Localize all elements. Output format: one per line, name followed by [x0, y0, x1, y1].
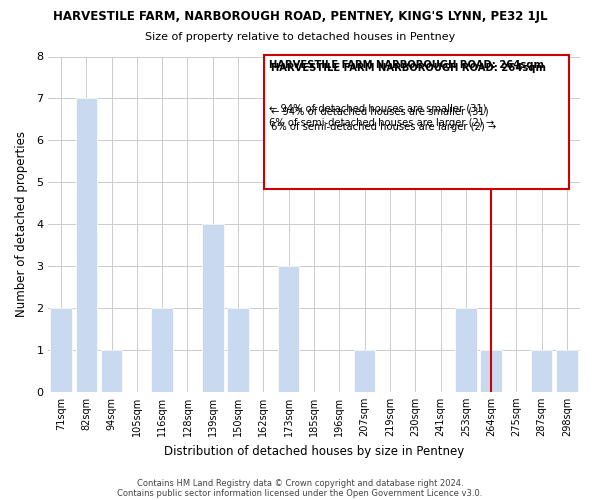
Text: HARVESTILE FARM NARBOROUGH ROAD: 264sqm: HARVESTILE FARM NARBOROUGH ROAD: 264sqm	[269, 60, 544, 70]
Bar	[202, 224, 224, 392]
Text: ← 94% of detached houses are smaller (31)
6% of semi-detached houses are larger : ← 94% of detached houses are smaller (31…	[269, 104, 494, 128]
X-axis label: Distribution of detached houses by size in Pentney: Distribution of detached houses by size …	[164, 444, 464, 458]
Text: HARVESTILE FARM NARBOROUGH ROAD: 264sqm: HARVESTILE FARM NARBOROUGH ROAD: 264sqm	[271, 63, 547, 73]
Text: HARVESTILE FARM, NARBOROUGH ROAD, PENTNEY, KING'S LYNN, PE32 1JL: HARVESTILE FARM, NARBOROUGH ROAD, PENTNE…	[53, 10, 547, 23]
Bar	[556, 350, 578, 392]
Bar	[50, 308, 72, 392]
Bar	[531, 350, 553, 392]
Bar	[151, 308, 173, 392]
Y-axis label: Number of detached properties: Number of detached properties	[15, 131, 28, 317]
Bar	[354, 350, 376, 392]
Bar	[455, 308, 476, 392]
Text: Contains HM Land Registry data © Crown copyright and database right 2024.: Contains HM Land Registry data © Crown c…	[137, 478, 463, 488]
Bar	[76, 98, 97, 392]
Text: ← 94% of detached houses are smaller (31)
6% of semi-detached houses are larger : ← 94% of detached houses are smaller (31…	[271, 107, 497, 132]
Bar	[481, 350, 502, 392]
Text: Contains public sector information licensed under the Open Government Licence v3: Contains public sector information licen…	[118, 488, 482, 498]
Bar	[278, 266, 299, 392]
Bar	[101, 350, 122, 392]
Text: Size of property relative to detached houses in Pentney: Size of property relative to detached ho…	[145, 32, 455, 42]
Bar	[227, 308, 249, 392]
FancyBboxPatch shape	[263, 55, 569, 189]
